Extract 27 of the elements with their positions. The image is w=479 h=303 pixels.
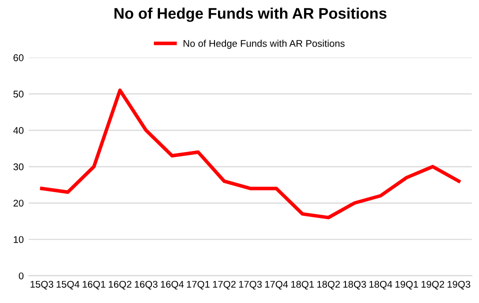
y-tick-label: 30: [13, 163, 24, 170]
y-tick-label: 50: [13, 90, 24, 98]
x-tick-label: 15Q4: [56, 280, 80, 290]
y-tick-label: 40: [13, 127, 24, 134]
x-tick-label: 18Q1: [291, 280, 314, 290]
line-series: [40, 88, 461, 220]
x-tick-label: 19Q1: [396, 280, 418, 290]
x-tick-label: 19Q2: [422, 280, 444, 290]
x-tick-label: 16Q1: [82, 280, 106, 290]
x-tick-label: 16Q4: [160, 280, 184, 290]
x-tick-label: 17Q1: [187, 280, 210, 290]
y-tick-label: 0: [18, 272, 24, 280]
x-tick-label: 15Q3: [30, 280, 54, 290]
x-tick-label: 17Q3: [239, 280, 262, 290]
x-tick-label: 18Q2: [317, 280, 340, 290]
x-tick-label: 16Q3: [134, 280, 158, 290]
x-tick-label: 19Q3: [448, 280, 470, 290]
x-tick-label: 17Q4: [265, 280, 288, 290]
x-tick-label: 18Q4: [369, 280, 392, 290]
x-tick-label: 16Q2: [108, 280, 132, 290]
y-tick-label: 20: [14, 200, 24, 207]
legend-label: No of Hedge Funds with AR Positions: [184, 40, 345, 49]
x-tick-label: 17Q2: [213, 280, 236, 290]
chart-title: No of Hedge Funds with AR Positions: [114, 8, 386, 22]
y-tick-label: 10: [14, 236, 24, 243]
x-tick-label: 18Q3: [343, 280, 366, 290]
y-tick-label: 60: [14, 54, 24, 62]
